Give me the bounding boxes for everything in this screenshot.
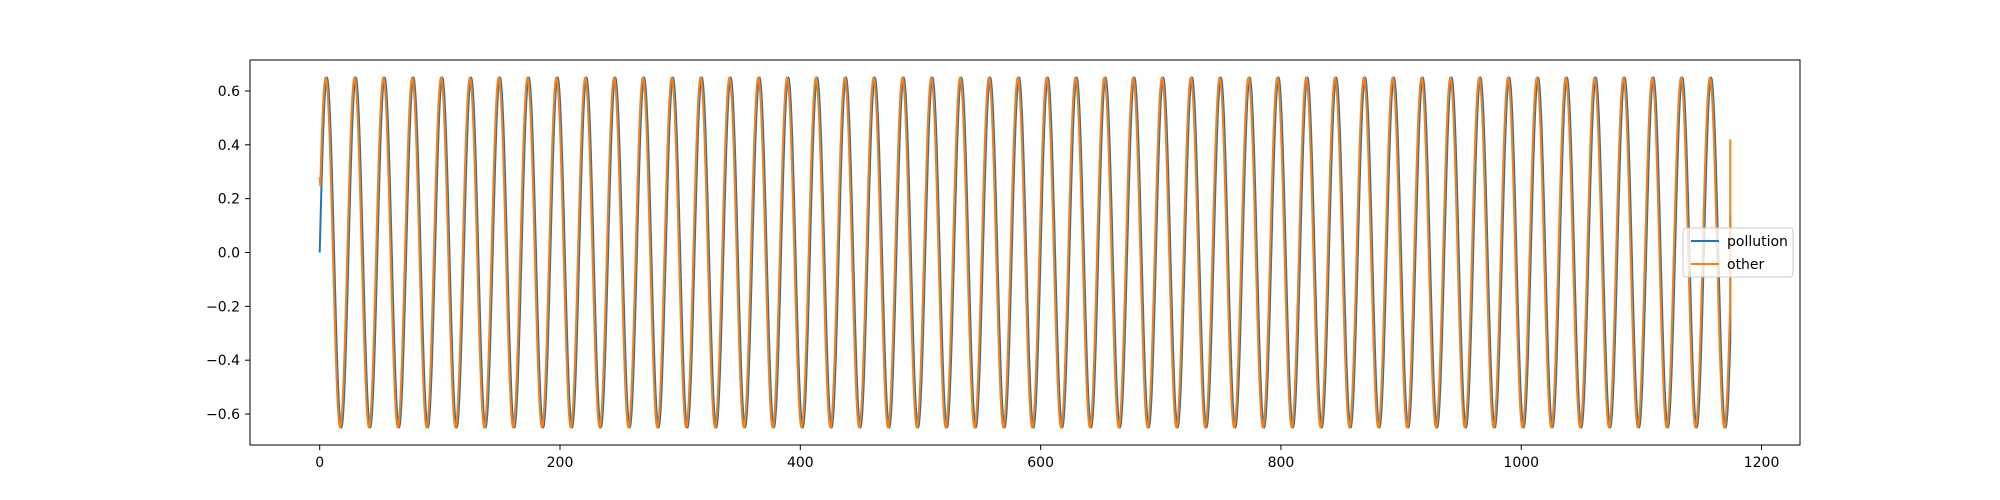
y-tick-label: −0.6: [206, 407, 240, 423]
series-layer: [318, 76, 1732, 429]
legend-label-other: other: [1727, 257, 1765, 273]
y-tick-label: −0.2: [206, 299, 240, 315]
y-tick-label: −0.4: [206, 353, 240, 369]
x-tick-label: 1200: [1744, 455, 1780, 471]
y-tick-label: 0.0: [218, 246, 240, 262]
series-line-other: [318, 76, 1732, 429]
x-tick-label: 200: [547, 455, 574, 471]
y-tick-label: 0.6: [218, 84, 240, 100]
y-tick-label: 0.4: [218, 138, 240, 154]
legend: pollution other: [1682, 227, 1794, 278]
x-tick-label: 600: [1027, 455, 1054, 471]
x-tick-label: 800: [1268, 455, 1295, 471]
x-tick-label: 400: [787, 455, 814, 471]
x-tick-label: 0: [315, 455, 324, 471]
y-axis: −0.6 −0.4 −0.2 0.0 0.2 0.4 0.6: [206, 84, 250, 423]
x-axis: 0 200 400 600 800 1000 1200: [315, 445, 1779, 471]
legend-label-pollution: pollution: [1727, 234, 1788, 250]
x-tick-label: 1000: [1503, 455, 1539, 471]
y-tick-label: 0.2: [218, 192, 240, 208]
series-line-pollution: [318, 76, 1732, 429]
